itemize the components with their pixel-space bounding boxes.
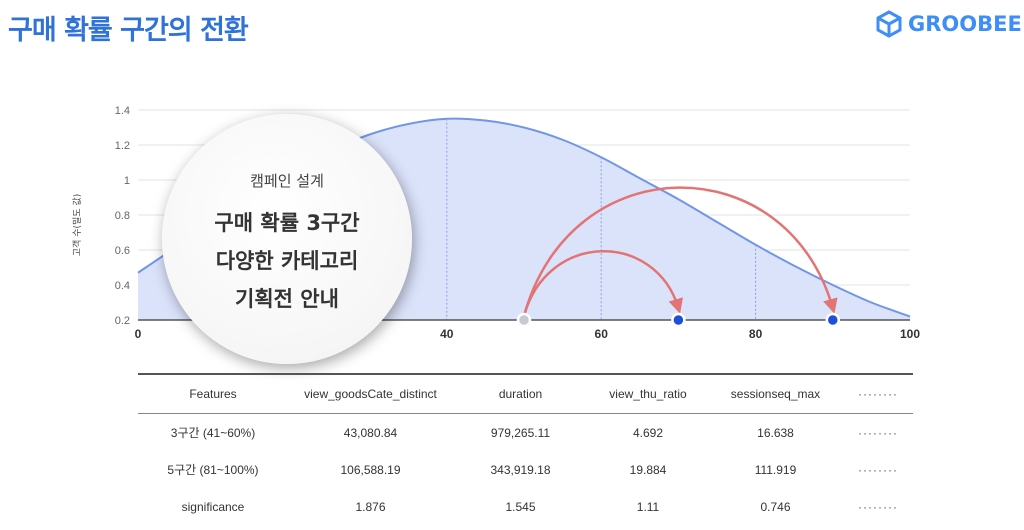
target-marker	[671, 312, 686, 328]
callout-line: 기획전 안내	[235, 287, 339, 311]
transition-arrow	[522, 250, 683, 317]
table-cell: ········	[858, 425, 898, 440]
header-cell: sessionseq_max	[708, 373, 843, 414]
table-cell: 1.11	[636, 499, 660, 514]
y-tick-label: 0.6	[115, 245, 130, 257]
table-row: 5구간 (81~100%) 106,588.19 343,919.18 19.8…	[138, 451, 913, 488]
table-cell: ········	[858, 462, 898, 477]
feature-table: Features view_goodsCate_distinct duratio…	[138, 373, 913, 525]
header-cell: view_thu_ratio	[588, 373, 708, 414]
y-axis-label: 고객 수(밀도 값)	[71, 194, 83, 256]
density-chart: 0.2 0.4 0.6 0.8 1 1.2 1.4 0 40 60 80 100 고객 수(밀도 값…	[71, 105, 921, 341]
y-tick-labels: 0.2 0.4 0.6 0.8 1 1.2 1.4	[115, 105, 130, 327]
transition-arrows	[522, 186, 838, 317]
transition-arrow	[522, 186, 838, 317]
table-cell: 4.692	[632, 425, 664, 440]
x-tick-label: 0	[135, 327, 142, 341]
header-cell: ········	[843, 373, 913, 414]
table-cell: 16.638	[757, 425, 794, 440]
x-tick-labels: 0 40 60 80 100	[135, 327, 921, 341]
table-cell: 5구간 (81~100%)	[167, 463, 259, 477]
y-tick-label: 0.4	[115, 280, 130, 292]
table-cell: 19.884	[629, 462, 667, 477]
target-marker	[825, 312, 841, 328]
header-cell: duration	[453, 373, 588, 414]
table-cell: 43,080.84	[343, 425, 398, 440]
table-cell: ········	[858, 499, 898, 514]
y-tick-label: 1.4	[115, 105, 130, 117]
table-cell: 111.919	[754, 462, 797, 477]
table-cell: 1.545	[505, 499, 536, 514]
x-tick-label: 80	[749, 327, 763, 341]
table-cell: 979,265.11	[490, 425, 551, 440]
table-row: significance 1.876 1.545 1.11 0.746 ····…	[138, 488, 913, 525]
table-row: 3구간 (41~60%) 43,080.84 979,265.11 4.692 …	[138, 414, 913, 452]
logo-text: GROOBEE	[908, 12, 1022, 36]
header-cell: Features	[138, 373, 288, 414]
table-cell: 0.746	[760, 499, 791, 514]
x-tick-label: 100	[900, 327, 920, 341]
campaign-callout: 캠페인 설계 구매 확률 3구간 다양한 카테고리 기획전 안내	[162, 114, 412, 364]
x-tick-label: 40	[440, 327, 454, 341]
callout-line: 구매 확률 3구간	[214, 211, 360, 235]
page-title: 구매 확률 구간의 전환	[8, 15, 249, 46]
table-cell: 106,588.19	[340, 462, 401, 477]
groobee-logo: GROOBEE	[876, 10, 1022, 38]
table-cell: 3구간 (41~60%)	[170, 426, 256, 440]
header-cell: view_goodsCate_distinct	[288, 373, 453, 414]
callout-line: 다양한 카테고리	[215, 249, 359, 273]
y-tick-label: 0.8	[115, 210, 130, 222]
x-tick-label: 60	[595, 327, 609, 341]
section-lines	[446, 118, 757, 320]
y-tick-label: 0.2	[115, 315, 130, 327]
callout-main-text: 구매 확률 3구간 다양한 카테고리 기획전 안내	[162, 204, 412, 318]
callout-subtitle: 캠페인 설계	[250, 172, 324, 190]
y-tick-label: 1	[124, 175, 130, 187]
table-cell: 343,919.18	[490, 462, 551, 477]
transition-markers	[516, 312, 841, 328]
table-cell: significance	[181, 499, 245, 514]
y-tick-label: 1.2	[115, 140, 130, 152]
hexagon-cube-icon	[876, 10, 902, 38]
start-marker	[516, 312, 532, 328]
table-cell: 1.876	[355, 499, 386, 514]
table-header-row: Features view_goodsCate_distinct duratio…	[138, 373, 913, 414]
